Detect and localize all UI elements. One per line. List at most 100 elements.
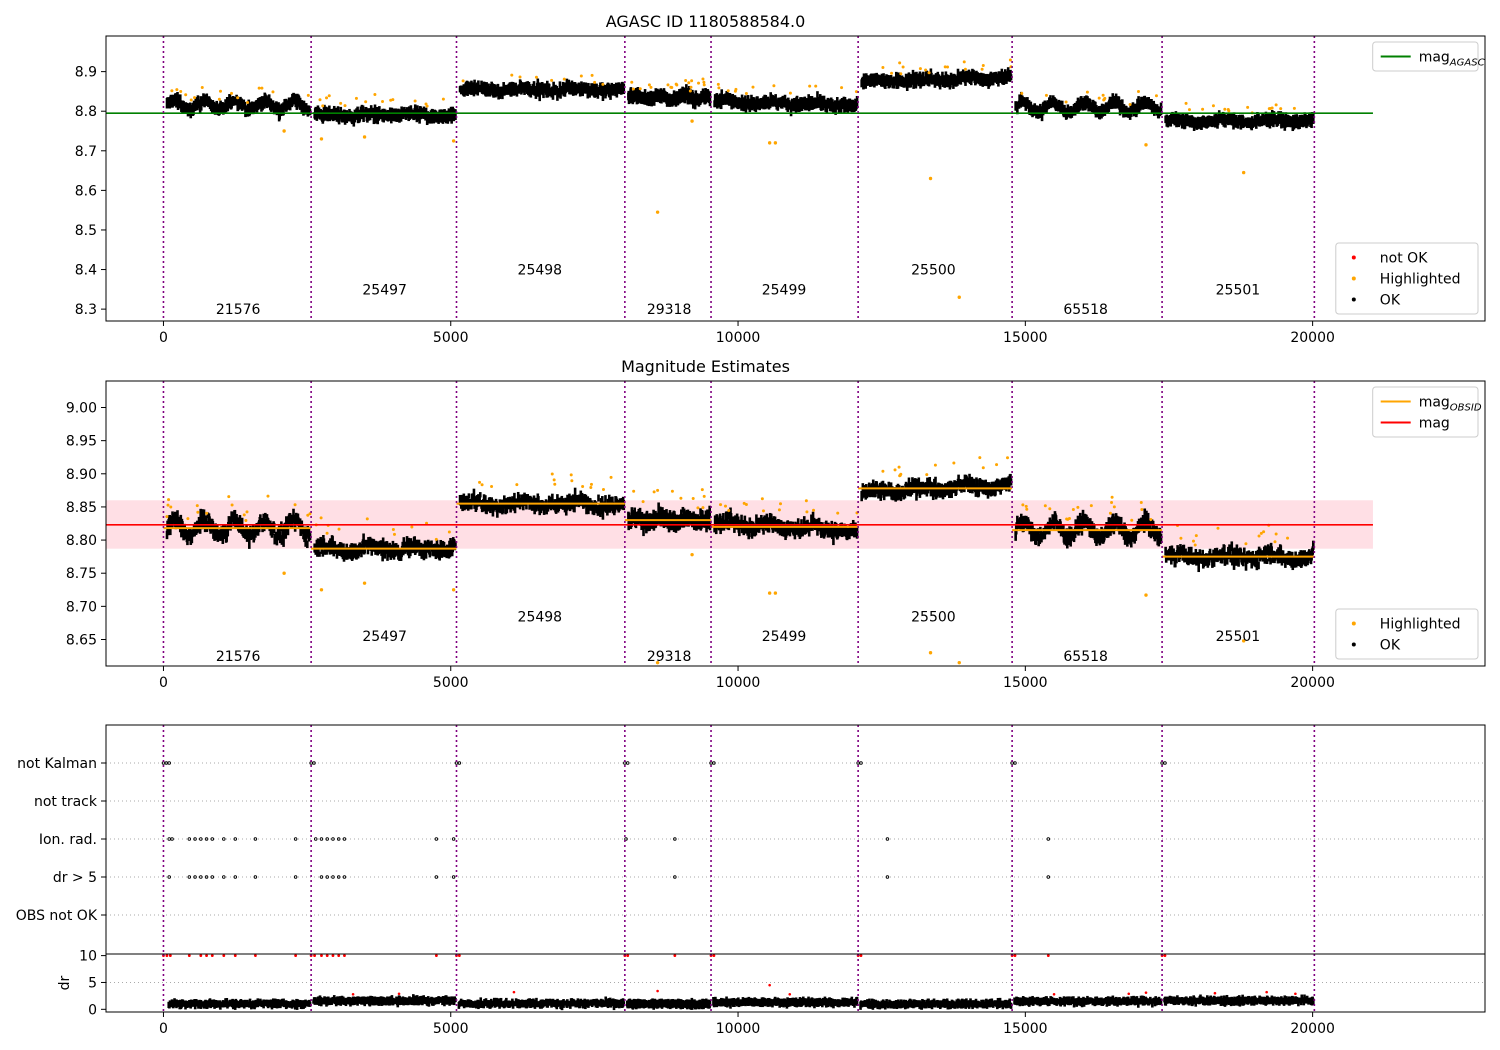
flag-point [293,837,298,841]
flag-point [167,837,171,841]
estimates-highlighted-point [601,488,605,492]
estimates-point [713,526,716,533]
estimates-point [333,541,337,550]
estimates-highlighted-point [978,456,982,460]
flag-point [233,875,238,879]
agasc-highlighted-point [579,74,583,78]
estimates-highlighted-point [227,495,231,499]
agasc-point [1083,96,1087,108]
estimates-point [215,525,219,535]
agasc-point [362,112,365,123]
agasc-point [601,90,605,102]
estimates-point [855,526,859,539]
agasc-highlighted-point [943,65,947,69]
estimates-point [1027,519,1030,525]
estimates-point [284,525,288,539]
flags-category-label-1: not track [34,794,98,810]
agasc-highlighted-point [649,85,653,89]
estimates-upper-legend [1372,386,1479,438]
estimates-outlier-10 [690,552,694,557]
estimates-point [941,493,945,500]
flag-point [673,875,677,879]
estimates-point [1184,548,1187,555]
estimates-highlighted-point [777,508,781,512]
estimates-point [556,494,559,507]
estimates-point [586,496,590,509]
agasc-highlighted-point [854,90,858,94]
estimates-point [834,522,838,535]
estimates-point [478,492,482,498]
agasc-point [1060,100,1064,111]
agasc-upper-legend [1372,41,1479,72]
estimates-highlighted-point [589,482,593,486]
estimates-point [286,527,290,536]
estimates-point [478,494,481,507]
estimates-point [248,536,251,549]
agasc-highlighted-point [518,75,522,79]
estimates-outlier-5 [1241,639,1246,643]
agasc-point [270,106,273,112]
estimates-point [524,494,528,500]
estimates-point [361,539,365,548]
estimates-point [1074,529,1078,535]
agasc-highlighted-point [550,78,554,82]
agasc-highlighted-point [246,100,250,104]
agasc-highlighted-point [1201,107,1205,111]
agasc-highlighted-point [1227,109,1231,113]
agasc-point [774,94,777,103]
estimates-point [1089,531,1093,538]
agasc-y-tick-label-1: 8.4 [75,263,97,279]
estimates-point [1157,534,1161,547]
flag-point [336,837,341,841]
agasc-point [551,87,555,100]
agasc-point [776,99,780,111]
agasc-point [976,72,979,79]
estimates-highlighted-point [761,509,765,513]
estimates-point [537,496,540,504]
agasc-obsid-label-1: 25497 [362,282,407,298]
estimates-highlighted-point [490,484,494,488]
agasc-highlighted-point [1184,101,1188,105]
estimates-point [1212,556,1216,567]
estimates-point [816,525,819,536]
agasc-lower-legend-label-1: Highlighted [1380,272,1461,288]
agasc-point [1273,113,1276,122]
estimates-highlighted-point [893,468,897,472]
agasc-outlier-5 [1241,170,1246,175]
agasc-point [394,108,397,120]
estimates-point [1178,551,1182,560]
estimates-point [638,507,642,520]
estimates-point [1269,558,1272,565]
estimates-point [262,520,266,532]
estimates-x-tick-label-2: 10000 [716,675,761,691]
agasc-highlighted-point [1103,96,1107,100]
flag-point [331,875,335,879]
agasc-point [652,94,656,106]
agasc-highlighted-point [717,86,721,90]
agasc-point [452,111,456,122]
dr-data-points [167,994,1315,1011]
estimates-highlighted-point [1179,536,1183,540]
estimates-point [544,503,547,510]
estimates-point [1030,529,1033,542]
agasc-point [542,88,545,99]
agasc-highlighted-point [946,65,950,69]
estimates-point [1300,553,1304,567]
estimates-highlighted-point [308,512,312,516]
agasc-point [719,97,723,110]
agasc-point [1284,112,1288,124]
estimates-highlighted-point [779,502,783,506]
estimates-highlighted-points [165,456,1290,547]
agasc-highlighted-point [593,80,597,84]
estimates-point [428,551,432,558]
estimates-highlighted-point [1112,505,1116,509]
flag-point [222,875,226,879]
estimates-outlier-0 [655,660,660,665]
estimates-point [1244,562,1248,571]
flags-category-label-3: dr > 5 [53,870,97,886]
agasc-highlighted-point [354,96,358,100]
estimates-highlighted-point [656,488,660,492]
estimates-point [1097,529,1101,541]
agasc-point [247,99,251,111]
